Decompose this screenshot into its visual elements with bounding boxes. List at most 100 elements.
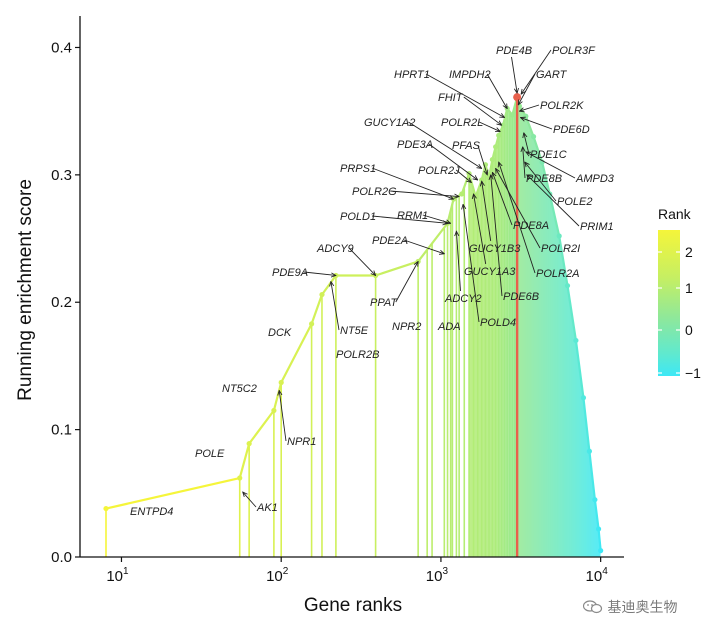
score-segment [597, 527, 602, 552]
score-point [598, 548, 604, 554]
gene-label: NPR1 [287, 436, 316, 448]
y-tick-label: 0.0 [51, 549, 72, 566]
score-point [489, 156, 495, 163]
gene-arrow [243, 492, 257, 508]
gene-arrow [428, 143, 478, 180]
gene-label: GUCY1A3 [464, 266, 516, 278]
gene-arrow [463, 96, 502, 125]
gene-arrow [527, 175, 580, 227]
score-segment [566, 284, 578, 342]
score-point [459, 191, 465, 197]
gene-label: AK1 [256, 502, 278, 514]
gene-arrow [279, 390, 287, 442]
score-point [523, 113, 529, 119]
score-point [556, 233, 562, 239]
gene-label: PDE2A [372, 235, 408, 247]
gene-label: POLR3F [552, 45, 596, 57]
score-segment [548, 192, 561, 238]
gene-label: POLR2B [336, 349, 379, 361]
gene-arrow [348, 247, 376, 275]
gene-label: GUCY1A2 [364, 117, 415, 129]
score-segment [460, 172, 471, 196]
score-segment [104, 476, 241, 510]
gene-arrow [390, 190, 459, 197]
gene-labels: ENTPD4 AK1 POLE NPR1 NT5C2 DCK POLR2B NT5E PDE9A… [130, 45, 615, 518]
score-segment [558, 234, 569, 287]
legend-tick-label: −1 [685, 365, 701, 381]
score-segment [374, 260, 420, 277]
gene-label: PDE1C [530, 149, 567, 161]
gene-arrow [395, 261, 418, 303]
gene-arrow [456, 231, 461, 292]
score-point [496, 132, 502, 138]
gene-arrow [474, 194, 487, 265]
watermark-text: 基迪奥生物 [607, 600, 678, 616]
score-segment [532, 135, 544, 164]
score-point [530, 134, 537, 140]
y-axis-title: Running enrichment score [15, 179, 36, 401]
score-segment [541, 161, 551, 196]
score-segment [238, 442, 251, 480]
legend-colorbar [658, 230, 680, 376]
gene-label: ADCY2 [444, 293, 482, 305]
score-point [309, 321, 315, 327]
gene-arrow [521, 118, 553, 130]
gene-label: FHIT [438, 92, 464, 104]
score-segment [593, 498, 600, 531]
gene-arrow [518, 73, 536, 105]
running-score-line [104, 96, 602, 552]
gene-label: GUCY1B3 [469, 243, 521, 255]
x-tick-label: 104 [586, 566, 609, 585]
x-tick-label: 102 [266, 566, 289, 585]
score-point [246, 441, 252, 447]
gene-arrow [491, 175, 503, 297]
gene-label: NT5C2 [222, 383, 257, 395]
score-point [580, 395, 587, 401]
gene-label: POLR2J [418, 165, 460, 177]
score-point [592, 497, 598, 503]
score-point [564, 283, 571, 289]
gene-label: AMPD3 [575, 173, 615, 185]
gene-arrow [511, 56, 518, 93]
gene-arrow [408, 121, 481, 168]
gene-label: PDE3A [397, 139, 433, 151]
gene-label: PRPS1 [340, 163, 376, 175]
gene-label: ADCY9 [316, 243, 354, 255]
peak-point [513, 93, 522, 102]
score-point [319, 291, 325, 298]
score-point [595, 526, 602, 532]
gene-label: HPRT1 [394, 69, 430, 81]
gene-label: NT5E [340, 325, 369, 337]
gene-hit-lines [105, 105, 516, 557]
score-point [573, 337, 579, 344]
gene-arrow [525, 162, 557, 202]
gene-label: GART [536, 69, 568, 81]
y-tick-label: 0.2 [51, 294, 72, 311]
gene-label: POLE2 [557, 196, 592, 208]
gene-label: PDE6B [503, 291, 539, 303]
gene-arrow [477, 144, 487, 175]
gene-arrow [486, 73, 507, 109]
gene-arrow [523, 147, 525, 179]
gene-arrow [519, 104, 540, 111]
gene-arrow [526, 152, 576, 179]
gene-label: ADA [437, 321, 461, 333]
score-segment [320, 274, 337, 296]
gene-arrow [455, 169, 471, 183]
score-point [237, 475, 243, 481]
score-point [103, 505, 109, 512]
gene-label: PPAT [370, 297, 398, 309]
legend-tick-label: 1 [685, 280, 693, 296]
gene-label: POLR2L [441, 117, 483, 129]
gene-label: POLR2A [536, 268, 579, 280]
rank-legend: Rank 2 1 0 −1 [658, 206, 701, 381]
legend-title: Rank [658, 206, 692, 222]
gene-arrow [371, 215, 448, 223]
y-tick-label: 0.4 [51, 39, 72, 56]
gene-label: POLR2K [540, 100, 584, 112]
gene-label: PDE6D [553, 124, 590, 136]
x-tick-label: 103 [426, 566, 449, 585]
score-segment [467, 172, 477, 198]
gene-arrow [303, 271, 336, 275]
gene-arrow [496, 168, 541, 249]
